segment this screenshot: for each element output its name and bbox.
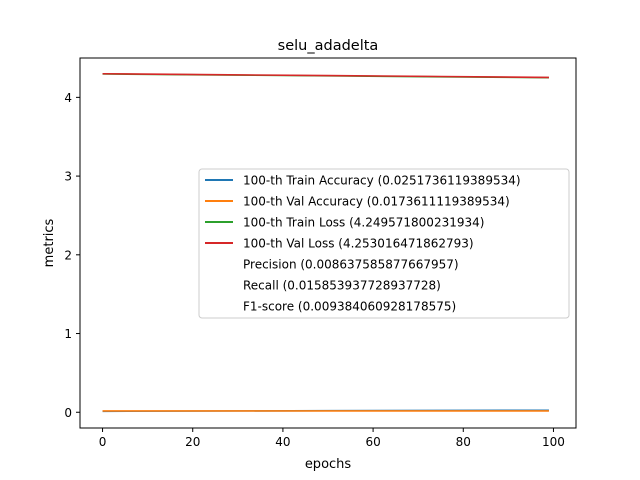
x-tick-label: 80 bbox=[456, 435, 471, 449]
legend-entry-label: 100-th Train Loss (4.249571800231934) bbox=[243, 216, 484, 230]
x-tick-label: 60 bbox=[365, 435, 380, 449]
x-tick-label: 40 bbox=[275, 435, 290, 449]
x-tick-label: 0 bbox=[99, 435, 107, 449]
legend: 100-th Train Accuracy (0.025173611938953… bbox=[198, 168, 570, 319]
y-tick-label: 2 bbox=[64, 248, 72, 262]
y-tick-label: 4 bbox=[64, 91, 72, 105]
legend-box bbox=[198, 168, 570, 319]
axes-frame bbox=[79, 57, 577, 429]
chart-title: selu_adadelta bbox=[278, 38, 379, 54]
y-tick-label: 1 bbox=[64, 327, 72, 341]
series-line-4 bbox=[102, 72, 549, 79]
legend-entry-label: Precision (0.008637585877667957) bbox=[243, 258, 459, 272]
y-tick-label: 0 bbox=[64, 406, 72, 420]
legend-entry-label: 100-th Val Accuracy (0.0173611119389534) bbox=[243, 195, 510, 209]
y-axis-ticks: 0 1 2 3 4 bbox=[64, 91, 80, 420]
x-axis-ticks: 0 20 40 60 80 100 bbox=[99, 428, 565, 449]
legend-entry-label: Recall (0.015853937728937728) bbox=[243, 279, 441, 293]
legend-entry-label: 100-th Train Accuracy (0.025173611938953… bbox=[243, 174, 521, 188]
y-axis-label: metrics bbox=[42, 218, 57, 267]
x-tick-label: 100 bbox=[542, 435, 565, 449]
series-layer bbox=[102, 72, 549, 413]
x-tick-label: 20 bbox=[185, 435, 200, 449]
legend-entry-label: F1-score (0.009384060928178575) bbox=[243, 300, 456, 314]
legend-entry-label: 100-th Val Loss (4.253016471862793) bbox=[243, 237, 474, 251]
x-axis-label: epochs bbox=[305, 457, 352, 472]
y-tick-label: 3 bbox=[64, 170, 72, 184]
